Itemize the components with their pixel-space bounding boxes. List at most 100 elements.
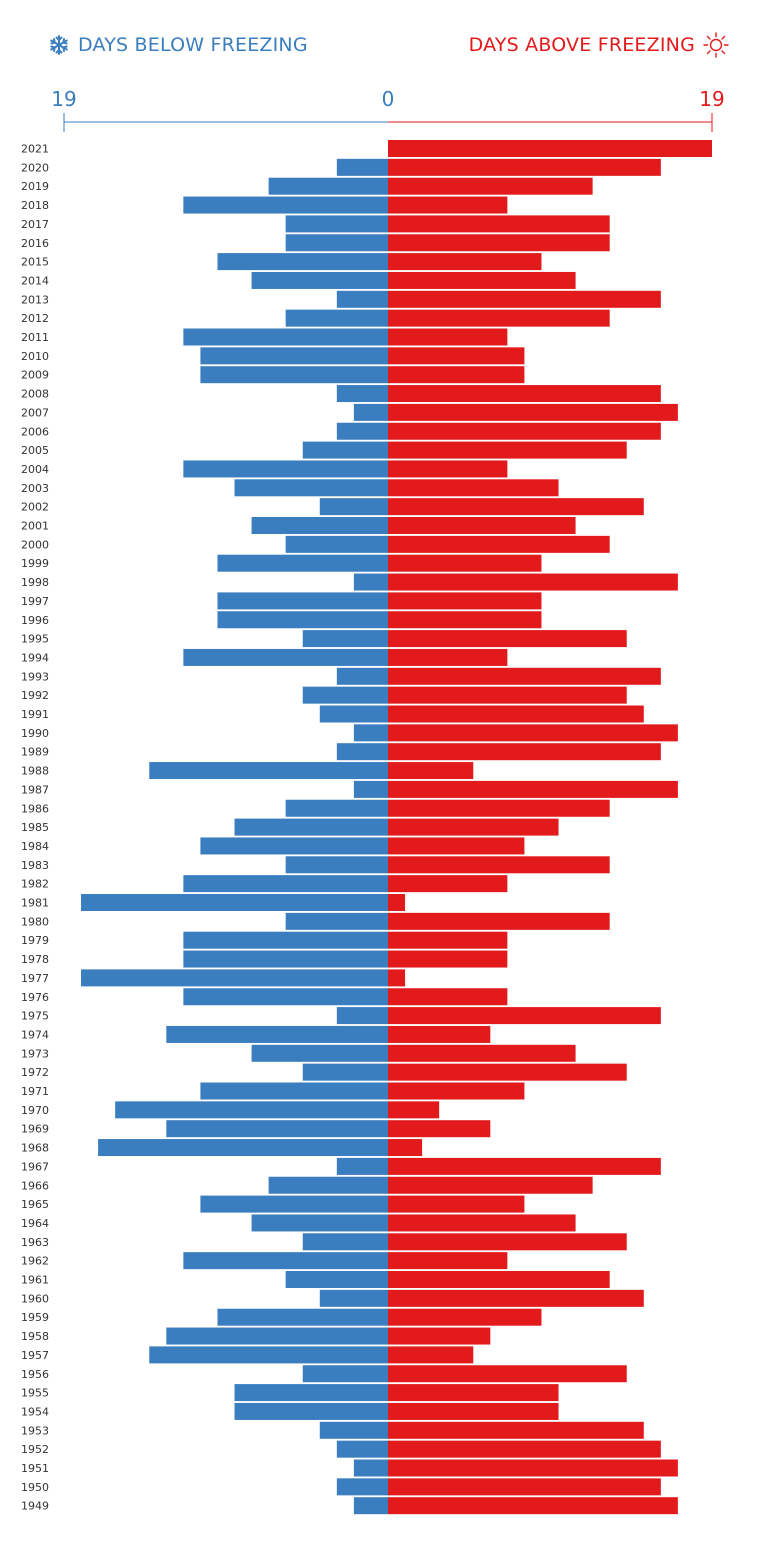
year-label: 2006 xyxy=(21,425,49,438)
bar-below-freezing xyxy=(183,950,388,968)
bar-below-freezing xyxy=(149,1346,388,1364)
bar-below-freezing xyxy=(336,290,388,308)
bar-below-freezing xyxy=(183,328,388,346)
year-label: 2009 xyxy=(21,369,49,382)
snowflake-icon xyxy=(48,34,70,56)
bar-above-freezing xyxy=(388,856,610,874)
bar-above-freezing xyxy=(388,460,508,478)
bar-above-freezing xyxy=(388,234,610,252)
year-label: 1950 xyxy=(21,1481,49,1494)
bar-above-freezing xyxy=(388,837,525,855)
bar-above-freezing xyxy=(388,1044,576,1062)
year-label: 1993 xyxy=(21,670,49,683)
year-label: 1998 xyxy=(21,576,49,589)
bar-below-freezing xyxy=(217,554,388,572)
bar-below-freezing xyxy=(336,422,388,440)
bar-below-freezing xyxy=(200,837,388,855)
bar-above-freezing xyxy=(388,1365,627,1383)
year-label: 1970 xyxy=(21,1104,49,1117)
year-label: 1977 xyxy=(21,972,49,985)
year-label: 1986 xyxy=(21,802,49,815)
year-label: 1997 xyxy=(21,595,49,608)
year-label: 1954 xyxy=(21,1405,49,1418)
bar-below-freezing xyxy=(336,1157,388,1175)
bar-below-freezing xyxy=(217,253,388,271)
year-label: 2000 xyxy=(21,538,49,551)
bar-above-freezing xyxy=(388,799,610,817)
bar-below-freezing xyxy=(81,969,388,987)
bar-above-freezing xyxy=(388,1440,661,1458)
bar-above-freezing xyxy=(388,517,576,534)
bar-below-freezing xyxy=(166,1025,388,1043)
year-label: 1957 xyxy=(21,1349,49,1362)
bar-below-freezing xyxy=(166,1120,388,1138)
year-label: 2014 xyxy=(21,274,49,287)
year-label: 2001 xyxy=(21,520,49,533)
bar-below-freezing xyxy=(251,1044,388,1062)
year-label: 1961 xyxy=(21,1274,49,1287)
bars-group xyxy=(81,140,712,1515)
bar-above-freezing xyxy=(388,309,610,327)
bar-below-freezing xyxy=(336,1440,388,1458)
bar-above-freezing xyxy=(388,1007,661,1025)
bar-below-freezing xyxy=(200,1082,388,1100)
bar-below-freezing xyxy=(336,385,388,403)
year-label: 2004 xyxy=(21,463,49,476)
year-label: 1978 xyxy=(21,953,49,966)
year-label: 1953 xyxy=(21,1424,49,1437)
bar-below-freezing xyxy=(268,177,388,195)
year-label: 1995 xyxy=(21,633,49,646)
year-label: 2013 xyxy=(21,293,49,306)
bar-below-freezing xyxy=(353,403,388,421)
bar-above-freezing xyxy=(388,1497,678,1515)
year-label: 1972 xyxy=(21,1066,49,1079)
year-label: 1965 xyxy=(21,1198,49,1211)
bar-above-freezing xyxy=(388,1025,491,1043)
bar-above-freezing xyxy=(388,988,508,1006)
year-label: 1975 xyxy=(21,1010,49,1023)
bar-below-freezing xyxy=(353,724,388,742)
bar-below-freezing xyxy=(302,1365,388,1383)
bar-above-freezing xyxy=(388,1139,423,1157)
bar-below-freezing xyxy=(183,648,388,666)
year-label: 1956 xyxy=(21,1368,49,1381)
bar-above-freezing xyxy=(388,479,559,497)
bar-above-freezing xyxy=(388,1252,508,1270)
bar-below-freezing xyxy=(302,1233,388,1251)
bar-above-freezing xyxy=(388,140,712,157)
year-label: 2007 xyxy=(21,406,49,419)
bar-above-freezing xyxy=(388,780,678,798)
bar-above-freezing xyxy=(388,1478,661,1496)
bar-below-freezing xyxy=(285,912,388,930)
bar-above-freezing xyxy=(388,667,661,685)
bar-below-freezing xyxy=(183,875,388,893)
bar-below-freezing xyxy=(285,856,388,874)
bar-above-freezing xyxy=(388,1214,576,1232)
sun-icon xyxy=(703,32,729,58)
year-label: 1969 xyxy=(21,1123,49,1136)
bar-below-freezing xyxy=(285,535,388,553)
year-label: 1966 xyxy=(21,1179,49,1192)
bar-above-freezing xyxy=(388,1384,559,1402)
bar-above-freezing xyxy=(388,403,678,421)
x-axis: 19 0 19 xyxy=(51,87,725,132)
bar-above-freezing xyxy=(388,385,661,403)
year-label: 2016 xyxy=(21,237,49,250)
bar-above-freezing xyxy=(388,290,661,308)
bar-above-freezing xyxy=(388,573,678,591)
bar-below-freezing xyxy=(200,1195,388,1213)
bar-above-freezing xyxy=(388,498,644,516)
year-label: 2019 xyxy=(21,180,49,193)
bar-below-freezing xyxy=(183,460,388,478)
year-label: 2003 xyxy=(21,482,49,495)
year-label: 2018 xyxy=(21,199,49,212)
bar-above-freezing xyxy=(388,894,406,911)
year-label: 2020 xyxy=(21,161,49,174)
year-label: 2005 xyxy=(21,444,49,457)
year-label: 1971 xyxy=(21,1085,49,1098)
bar-above-freezing xyxy=(388,535,610,553)
bar-below-freezing xyxy=(217,611,388,629)
bar-above-freezing xyxy=(388,762,474,780)
year-label: 1963 xyxy=(21,1236,49,1249)
bar-above-freezing xyxy=(388,366,525,384)
